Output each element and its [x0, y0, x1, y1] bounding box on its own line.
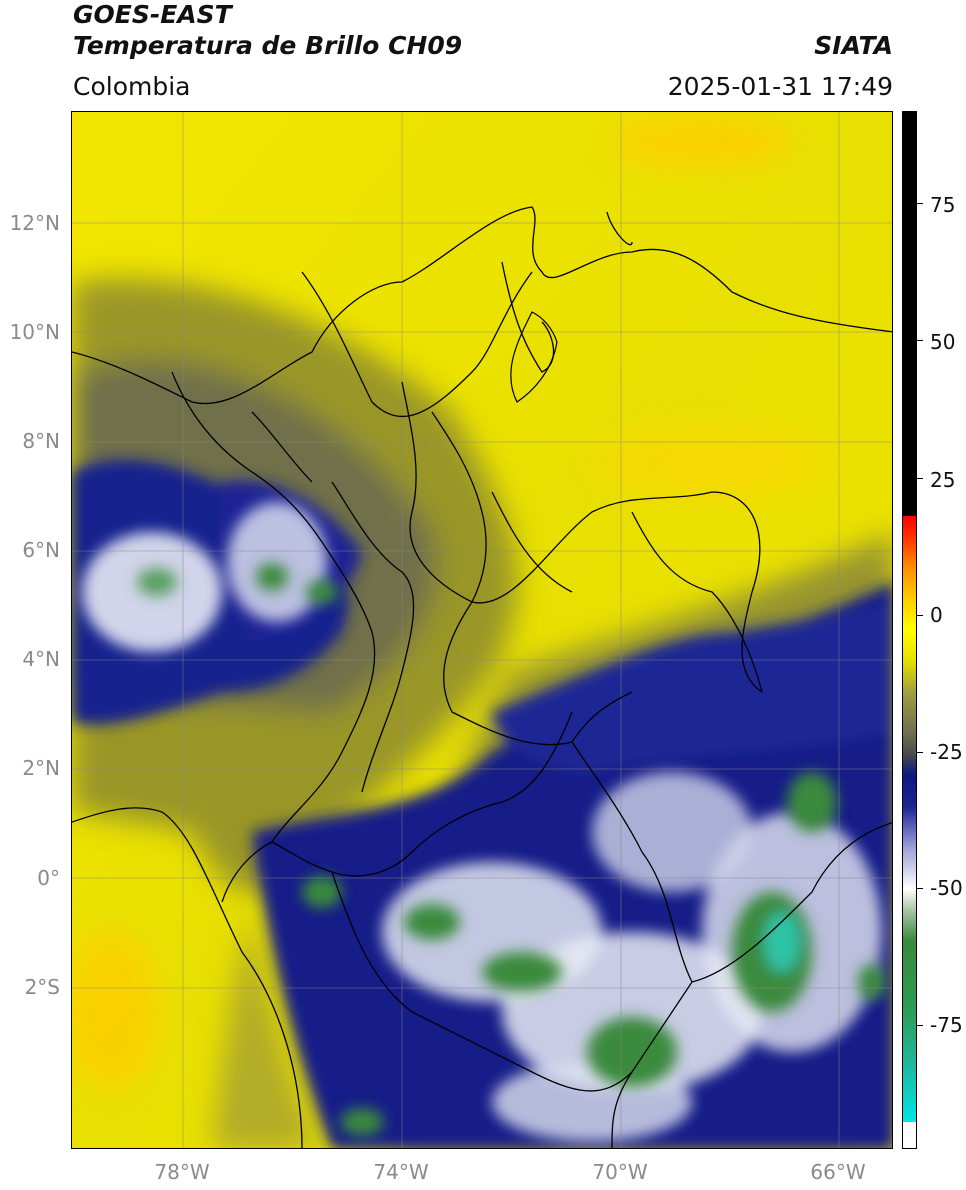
colorbar-tick [917, 888, 923, 889]
lat-label: 2°N [22, 756, 60, 780]
temperature-colorbar [902, 111, 917, 1149]
colorbar-label: 50 [930, 330, 956, 354]
lat-label: 10°N [9, 320, 60, 344]
lat-label: 2°S [24, 975, 60, 999]
lat-label: 4°N [22, 647, 60, 671]
title-region: Colombia [73, 72, 191, 101]
colorbar-label: -75 [930, 1013, 963, 1037]
lat-label: 6°N [22, 538, 60, 562]
title-satellite: GOES-EAST [73, 0, 232, 29]
colorbar-tick [917, 615, 923, 616]
colorbar-label: 75 [930, 193, 956, 217]
gridlines [72, 112, 892, 1148]
warm-patches [72, 117, 832, 1092]
lon-label: 66°W [810, 1160, 866, 1184]
lat-label: 8°N [22, 429, 60, 453]
lat-label: 12°N [9, 211, 60, 235]
lon-label: 70°W [592, 1160, 648, 1184]
colorbar-tick [917, 1025, 923, 1026]
lat-label: 0° [37, 866, 60, 890]
lake-maracaibo [510, 311, 558, 403]
colorbar-tick [917, 752, 923, 753]
cold-cloud-green [137, 563, 886, 1136]
map-canvas [72, 112, 892, 1148]
colorbar-tick [917, 203, 923, 204]
colorbar-label: 25 [930, 468, 956, 492]
title-product: Temperatura de Brillo CH09 [73, 31, 463, 60]
colorbar-label: 0 [930, 603, 943, 627]
colorbar-label: -25 [930, 740, 963, 764]
satellite-map[interactable] [71, 111, 893, 1149]
title-source: SIATA [814, 31, 893, 60]
title-datetime: 2025-01-31 17:49 [667, 72, 893, 101]
colorbar-label: -50 [930, 876, 963, 900]
boundaries [72, 206, 892, 1148]
colorbar-tick [917, 478, 923, 479]
colorbar-tick [917, 340, 923, 341]
cold-cloud-white [82, 502, 882, 1142]
lon-label: 78°W [154, 1160, 210, 1184]
lon-label: 74°W [373, 1160, 429, 1184]
